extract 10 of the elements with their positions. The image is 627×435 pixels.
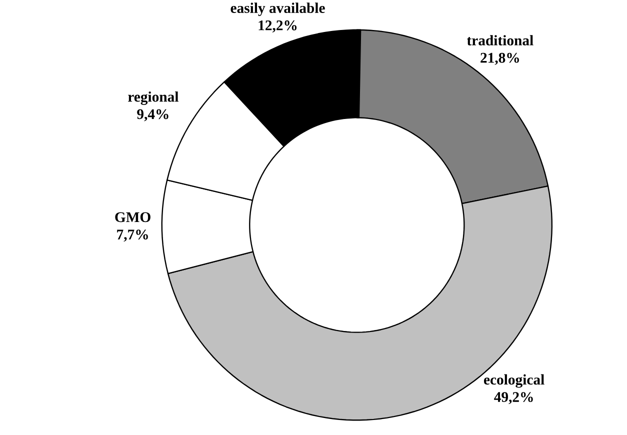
slice-label: GMO	[115, 212, 150, 222]
data-label: 7,7%	[117, 229, 148, 242]
slice-label: easily available	[230, 2, 325, 16]
data-label: 12,2%	[258, 20, 297, 32]
slice-label: traditional	[466, 35, 534, 46]
slice-label: ecological	[484, 374, 544, 388]
slice-label: regional	[128, 91, 178, 105]
data-label: 49,2%	[494, 392, 533, 404]
data-label: 9,4%	[137, 109, 168, 122]
data-label: 21,8%	[480, 52, 519, 65]
